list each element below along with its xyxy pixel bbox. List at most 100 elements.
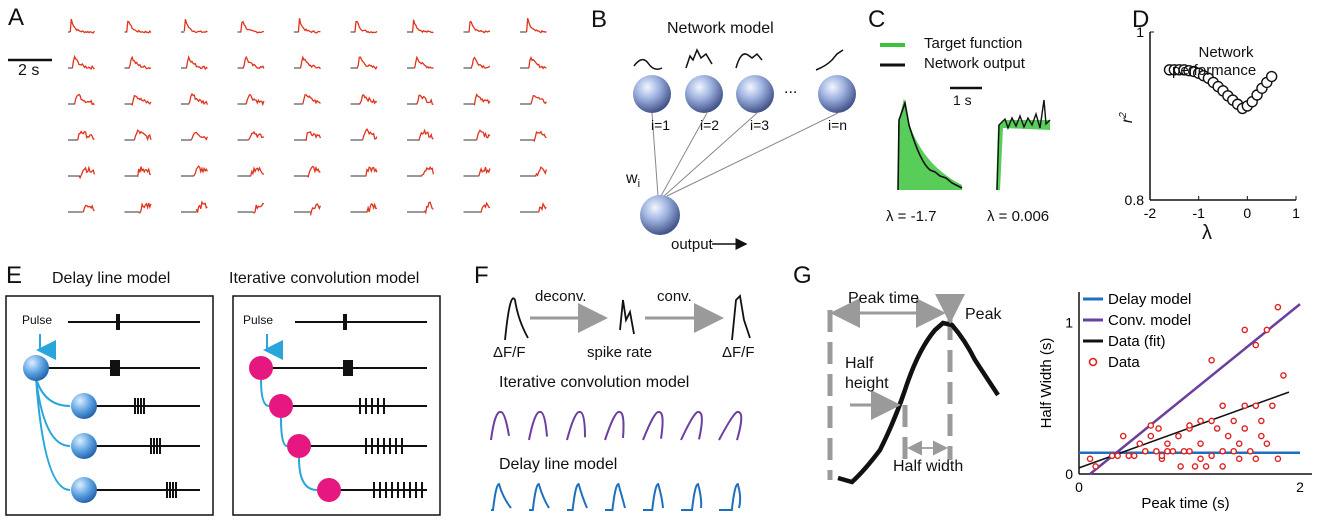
spike-mark: [359, 398, 361, 414]
g-data-point: [1147, 422, 1155, 429]
g-data-point: [1235, 440, 1243, 447]
node-label-2: i=2: [700, 117, 720, 133]
g-data-point: [1274, 455, 1282, 463]
half-width-chart: 0 2 0 1 Half Width (s) Peak time (s) Delay mod…: [1038, 291, 1312, 512]
trace-cell: [463, 93, 491, 106]
trace-cell: [237, 166, 265, 177]
g-data-point: [1186, 422, 1193, 429]
spike-mark: [383, 438, 385, 454]
trace-cell: [520, 95, 547, 105]
g-data-point: [1177, 463, 1184, 470]
d-x-tick-label: 0: [1243, 205, 1251, 221]
spike-mark: [159, 438, 161, 454]
g-legend-label: Data (fit): [1108, 333, 1166, 350]
spike-mark: [153, 438, 155, 454]
spike-mark: [409, 482, 411, 498]
panel-letter-b: B: [591, 6, 608, 33]
trace-line: [361, 128, 378, 141]
g-data-point: [1274, 303, 1282, 311]
trace-line: [78, 165, 96, 180]
nodes-ellipsis: ...: [784, 80, 798, 97]
trace-cell: [294, 18, 321, 34]
trace-cell: [407, 201, 434, 215]
delay-link: [35, 377, 71, 407]
spike-mark: [343, 314, 347, 330]
conv-link: [280, 417, 288, 447]
trace-cell: [237, 20, 264, 34]
trace-line: [354, 20, 378, 34]
delay-link: [35, 377, 71, 491]
trace-cell: [294, 55, 321, 70]
panel-e: [5, 295, 441, 516]
trace-cell: [68, 165, 96, 180]
trace-line: [414, 55, 434, 69]
trace-cell: [463, 56, 491, 69]
trace-line: [525, 18, 547, 34]
trace-line: [306, 165, 321, 178]
conv-kernels: [490, 410, 743, 441]
g-data-point: [1269, 402, 1276, 410]
delay-kernel: [529, 482, 550, 511]
trace-cell: [68, 130, 95, 141]
spike-mark: [373, 482, 375, 498]
panel-letter-f: F: [474, 262, 489, 289]
g-x-tick-label: 2: [1296, 479, 1304, 495]
g-data-point: [1208, 417, 1215, 425]
g-y-tick-label: 0: [1065, 466, 1073, 482]
pulse-label-right: Pulse: [243, 313, 274, 327]
network-node-2: [685, 75, 723, 113]
panel-f: [490, 294, 751, 511]
delay-kernel: [605, 482, 626, 511]
conv-kernel: [680, 410, 703, 441]
trace-cell: [237, 130, 265, 141]
g-data-point: [1241, 326, 1249, 334]
g-data-point: [1263, 440, 1271, 447]
conv-node: [249, 356, 273, 380]
trace-line: [183, 19, 208, 34]
trace-cell: [124, 20, 152, 34]
g-data-point: [1136, 440, 1144, 447]
trace-line: [242, 55, 265, 70]
trace-cell: [463, 20, 491, 34]
trace-line: [530, 95, 547, 105]
conv-kernel: [718, 410, 743, 441]
node-label-1: i=1: [651, 117, 671, 133]
trace-lambda-left: [897, 98, 963, 191]
spike-mark: [385, 482, 387, 498]
spike-rate-label: spike rate: [587, 344, 653, 361]
trace-cell: [463, 129, 491, 141]
d-xlabel: λ: [1202, 222, 1212, 244]
g-x-tick-label: 0: [1075, 479, 1083, 495]
g-data-point: [1125, 452, 1133, 460]
g-data-point: [1263, 326, 1271, 334]
trace-cell: [294, 203, 322, 216]
trace-line: [528, 55, 547, 70]
g-data-point: [1169, 447, 1177, 455]
trace-line: [138, 202, 152, 214]
d-x-tick-label: 1: [1292, 205, 1300, 221]
trace-lambda-right: [996, 99, 1051, 191]
conv-kernel: [642, 410, 664, 441]
trace-line: [356, 56, 378, 70]
network-node-3: [736, 75, 774, 113]
panel-c: [880, 43, 1051, 191]
trace-cell: [68, 54, 95, 71]
trace-line: [76, 130, 95, 141]
delay-node: [71, 477, 97, 503]
spike-mark: [401, 438, 403, 454]
trace-line: [128, 55, 152, 70]
delay-node: [23, 355, 49, 381]
performance-title-2: performance: [1172, 62, 1257, 79]
spike-mark: [379, 482, 381, 498]
conv-link: [298, 457, 318, 491]
deconv-label: deconv.: [535, 288, 587, 305]
output-node: [640, 195, 680, 235]
delay-node: [71, 393, 97, 419]
trace-cell: [237, 202, 264, 214]
g-data-point: [1164, 440, 1171, 447]
peak-time-label: Peak time: [848, 290, 920, 307]
g-data-point: [1258, 417, 1265, 425]
trace-line: [192, 165, 208, 177]
g-y-tick-label: 1: [1065, 314, 1073, 330]
